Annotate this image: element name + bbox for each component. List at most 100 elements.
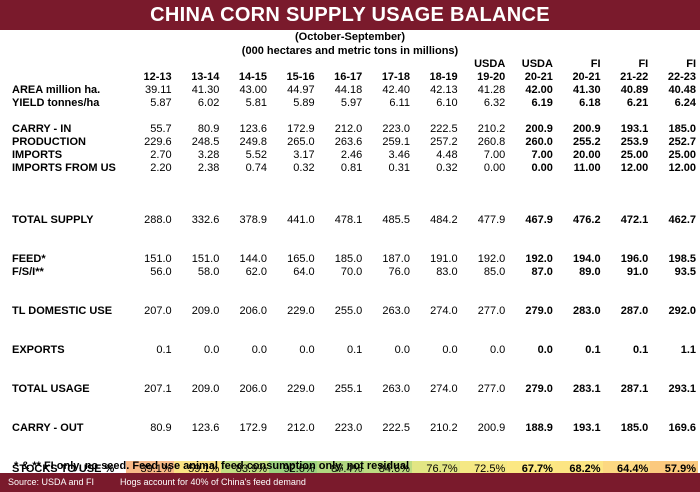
year-header-cell: 16-17 — [334, 71, 363, 83]
table-row: TOTAL SUPPLY 288.0 332.6 378.9 441.0 478.1 485… — [10, 214, 698, 227]
row-value: 277.0 — [477, 305, 506, 317]
row-value: 252.7 — [668, 136, 696, 148]
spacer-cell — [10, 357, 698, 370]
row-value: 478.1 — [334, 214, 363, 226]
source-header-cell — [126, 58, 174, 71]
table-row: TOTAL USAGE 207.1 209.0 206.0 229.0 255.1 263.… — [10, 383, 698, 396]
row-value: 255.2 — [573, 136, 601, 148]
row-value: 196.0 — [620, 253, 649, 265]
row-value: 188.9 — [525, 422, 553, 434]
row-value: 0.0 — [489, 344, 506, 356]
row-value: 5.97 — [340, 97, 363, 109]
source-header-cell: USDA — [474, 58, 506, 70]
spacer-cell — [10, 292, 698, 305]
row-value: 6.02 — [197, 97, 220, 109]
row-value: 85.0 — [483, 266, 506, 278]
row-value: 248.5 — [191, 136, 220, 148]
row-value: 123.6 — [239, 123, 267, 135]
row-value: 193.1 — [573, 422, 601, 434]
row-value: 472.1 — [620, 214, 649, 226]
row-value: 476.2 — [573, 214, 601, 226]
row-value: 194.0 — [573, 253, 601, 265]
row-value: 151.0 — [191, 253, 220, 265]
row-value: 2.20 — [150, 162, 172, 174]
row-value: 229.0 — [287, 383, 315, 395]
spacer-row — [10, 110, 698, 123]
row-label: CARRY - IN — [12, 123, 72, 135]
spacer-cell — [10, 409, 698, 422]
row-value: 11.00 — [573, 162, 601, 174]
spacer-cell — [10, 331, 698, 344]
row-value: 0.31 — [388, 162, 410, 174]
row-value: 151.0 — [144, 253, 172, 265]
row-value: 41.30 — [191, 84, 220, 96]
row-value: 212.0 — [287, 422, 315, 434]
footnote: * & ** FI only, no seed. Feed use animal… — [14, 460, 410, 472]
row-value: 0.74 — [245, 162, 267, 174]
row-value: 260.8 — [477, 136, 506, 148]
row-value: 263.0 — [382, 305, 410, 317]
row-value: 5.81 — [245, 97, 267, 109]
row-value: 283.0 — [573, 305, 601, 317]
row-value: 3.17 — [293, 149, 315, 161]
row-value: 441.0 — [287, 214, 315, 226]
row-value: 260.0 — [525, 136, 553, 148]
row-value: 210.2 — [430, 422, 458, 434]
row-value: 185.0 — [620, 422, 649, 434]
row-value: 3.28 — [197, 149, 220, 161]
footer-note: Hogs account for 40% of China's feed dem… — [120, 477, 306, 487]
year-header-row: 12-13 13-14 14-15 15-16 16-17 17-18 18-19 19-20… — [10, 71, 698, 84]
year-header-cell: 14-15 — [238, 71, 267, 83]
row-value: 185.0 — [334, 253, 363, 265]
row-label: AREA million ha. — [12, 84, 101, 96]
row-value: 207.0 — [144, 305, 172, 317]
row-value: 332.6 — [191, 214, 220, 226]
table-row: F/S/I** 56.0 58.0 62.0 64.0 70.0 76.0 83.0 85.0 8… — [10, 266, 698, 279]
row-value: 378.9 — [239, 214, 267, 226]
row-value: 6.11 — [389, 97, 410, 109]
row-value: 485.5 — [382, 214, 410, 226]
row-value: 222.5 — [430, 123, 458, 135]
source-header-cell — [269, 58, 317, 71]
row-value: 193.1 — [620, 123, 649, 135]
year-header-cell: 20-21 — [524, 71, 553, 83]
row-value: 206.0 — [239, 305, 267, 317]
row-value: 287.1 — [620, 383, 649, 395]
subtitle-period: (October-September) — [294, 31, 406, 43]
source-header-cell — [221, 58, 269, 71]
row-value: 70.0 — [340, 266, 363, 278]
row-value: 484.2 — [430, 214, 458, 226]
row-value: 0.0 — [537, 344, 553, 356]
table-row: PRODUCTION 229.6 248.5 249.8 265.0 263.6 259.1… — [10, 136, 698, 149]
row-value: 209.0 — [191, 305, 220, 317]
row-label: TOTAL SUPPLY — [12, 214, 94, 226]
row-value: 223.0 — [334, 422, 363, 434]
source-header-cell: FI — [590, 58, 601, 70]
row-value: 3.46 — [388, 149, 410, 161]
table-row: IMPORTS FROM US 2.20 2.38 0.74 0.32 0.81 0.31 0… — [10, 162, 698, 175]
row-value: 200.9 — [525, 123, 553, 135]
row-label: EXPORTS — [12, 344, 65, 356]
row-value: 249.8 — [239, 136, 267, 148]
row-value: 76.0 — [388, 266, 410, 278]
row-value: 6.32 — [483, 97, 506, 109]
row-value: 277.0 — [477, 383, 506, 395]
row-value: 257.2 — [430, 136, 458, 148]
table-row: AREA million ha. 39.11 41.30 43.00 44.97 44.1… — [10, 84, 698, 97]
spacer-row — [10, 409, 698, 422]
spacer-row — [10, 370, 698, 383]
row-value: 229.0 — [287, 305, 315, 317]
row-value: 229.6 — [144, 136, 172, 148]
row-value: 255.0 — [334, 305, 363, 317]
row-value: 80.9 — [197, 123, 220, 135]
spacer-row — [10, 435, 698, 448]
row-value: 198.5 — [668, 253, 696, 265]
row-value: 169.6 — [668, 422, 696, 434]
row-value: 43.00 — [239, 84, 267, 96]
year-header-cell: 18-19 — [429, 71, 458, 83]
row-value: 263.6 — [334, 136, 363, 148]
row-value: 93.5 — [674, 266, 696, 278]
row-value: 0.00 — [531, 162, 553, 174]
spacer-row — [10, 292, 698, 305]
row-label: TOTAL USAGE — [12, 383, 90, 395]
